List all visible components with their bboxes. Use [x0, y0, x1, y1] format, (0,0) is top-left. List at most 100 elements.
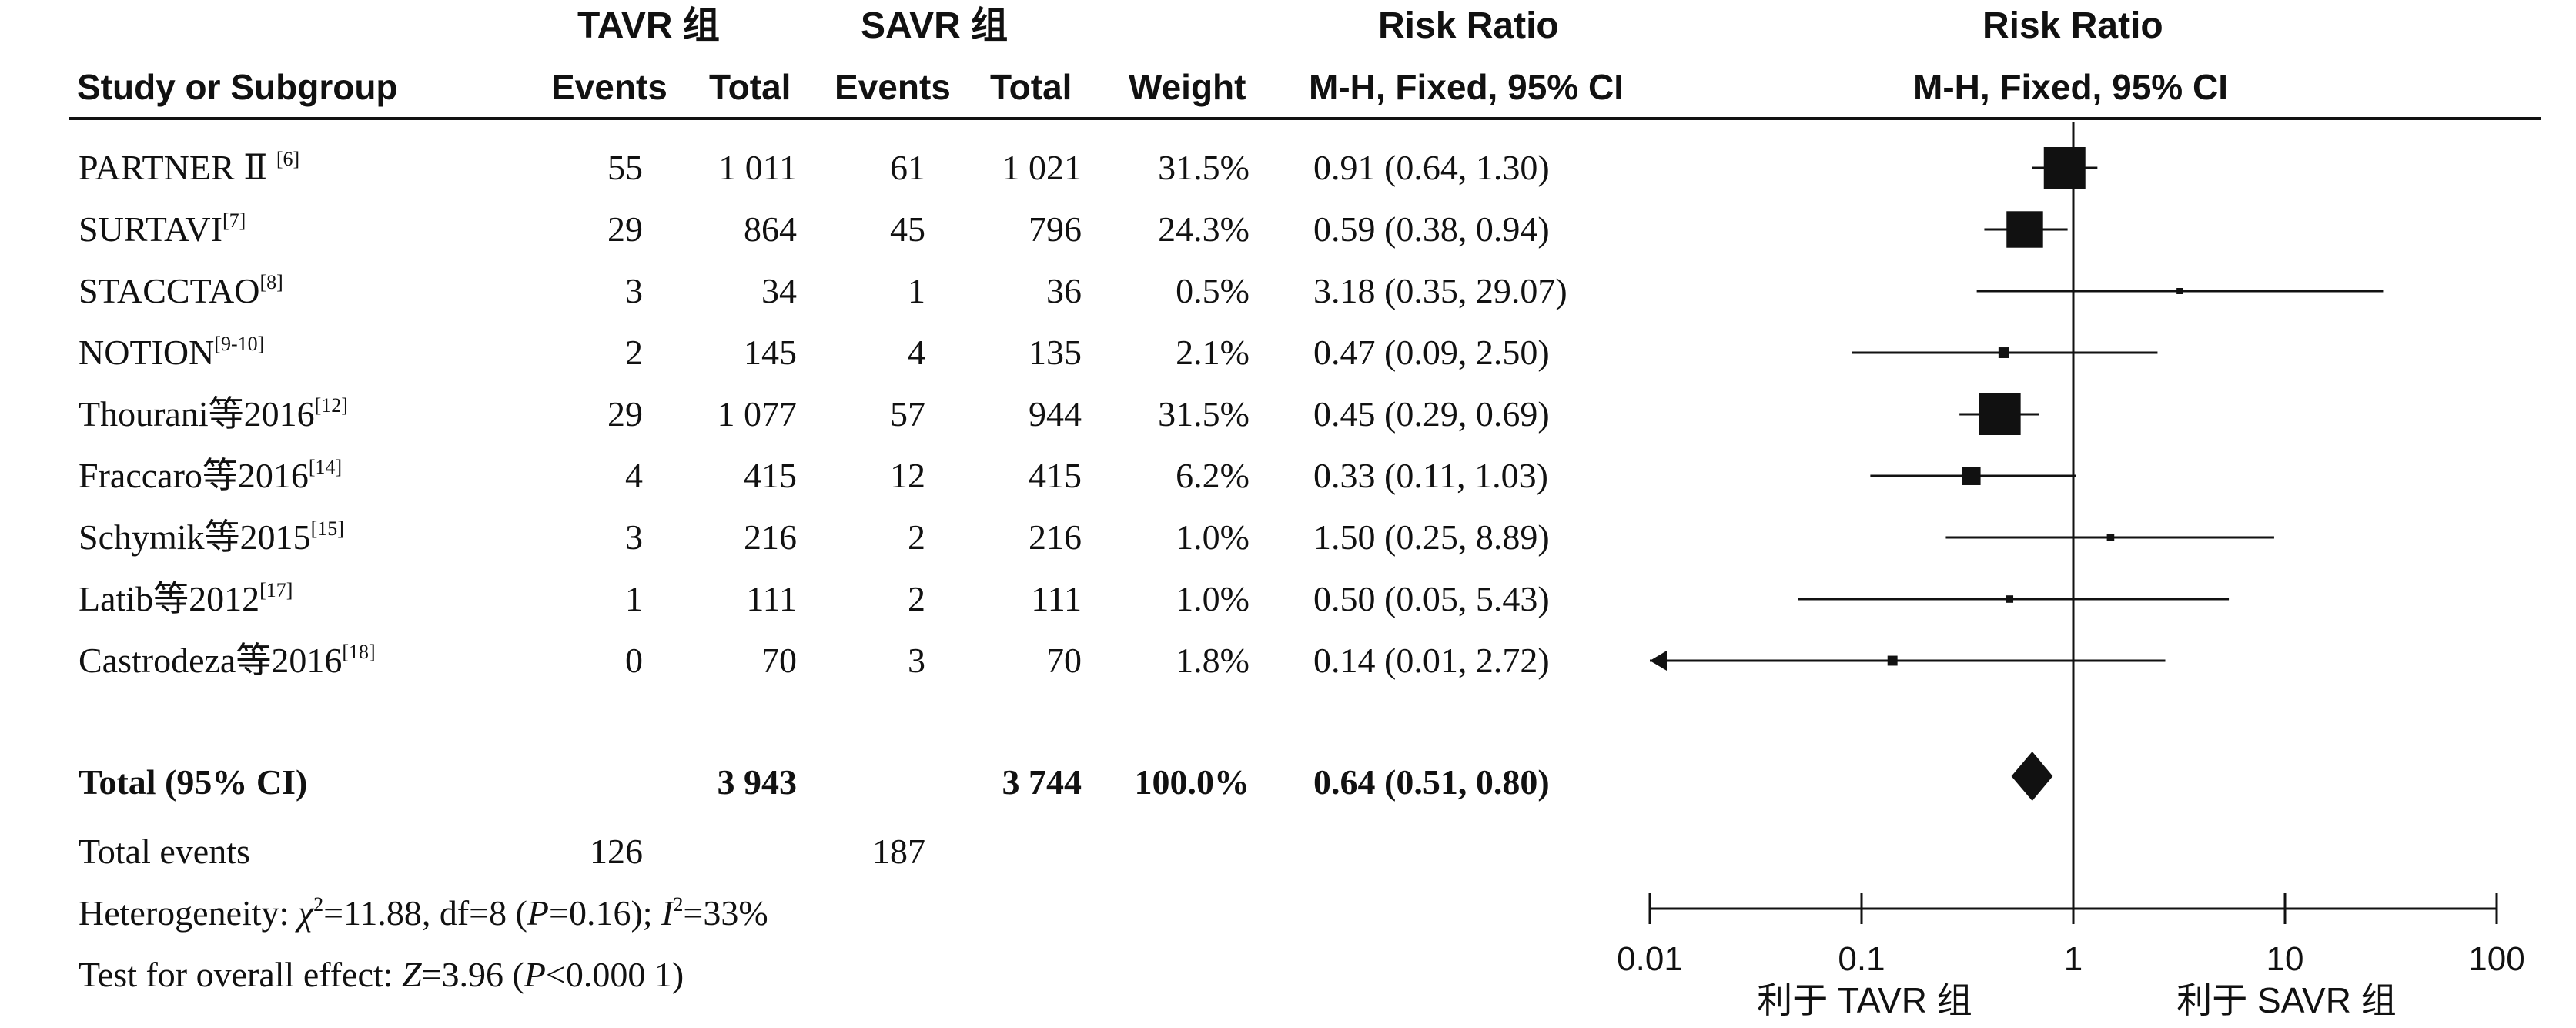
x-tick-label: 100: [2468, 940, 2524, 978]
study-name: Fraccaro等2016[14]: [79, 456, 343, 495]
tavr-total: 145: [744, 333, 797, 372]
study-ref: [7]: [222, 209, 246, 232]
column-header-tavr-events: Events: [551, 67, 667, 107]
tavr-events: 1: [625, 579, 643, 618]
tavr-total: 216: [744, 517, 797, 557]
heterogeneity-prefix: Heterogeneity:: [79, 893, 298, 933]
total-weight: 100.0%: [1134, 762, 1250, 802]
study-name: Castrodeza等2016[18]: [79, 641, 376, 678]
total-risk-ratio-ci: 0.64 (0.51, 0.80): [1313, 762, 1550, 802]
tavr-events: 0: [625, 641, 643, 680]
column-header-savr-total: Total: [990, 67, 1072, 107]
weight: 1.0%: [1176, 517, 1250, 557]
risk-ratio-table-header: Risk Ratio: [1378, 5, 1559, 46]
study-name: STACCTAO[8]: [79, 273, 283, 309]
study-name: NOTION[9-10]: [79, 333, 265, 370]
tavr-total: 1 011: [718, 148, 797, 187]
p-symbol: P: [527, 893, 550, 933]
study-label: Fraccaro等2016: [79, 456, 309, 495]
total-events-savr: 187: [872, 832, 925, 871]
chi-value: =11.88, df=8 (: [323, 893, 527, 933]
tavr-events: 55: [607, 148, 643, 187]
total-events-label: Total events: [79, 832, 250, 871]
study-ref: [18]: [342, 641, 376, 663]
weight: 2.1%: [1176, 333, 1250, 372]
x-tick-label: 0.1: [1838, 940, 1885, 978]
weight: 0.5%: [1176, 271, 1250, 310]
p-value: =0.16);: [549, 893, 662, 933]
column-header-weight: Weight: [1129, 67, 1246, 107]
study-point: [2006, 595, 2014, 603]
savr-total: 216: [1029, 517, 1082, 557]
study-name: PARTNER Ⅱ [6]: [79, 149, 299, 186]
tavr-total: 864: [744, 209, 797, 249]
column-header-tavr-total: Total: [709, 67, 791, 107]
savr-total: 70: [1046, 641, 1082, 680]
study-ref: [12]: [314, 394, 348, 417]
savr-events: 3: [908, 641, 925, 680]
study-point: [1887, 655, 1898, 666]
tavr-events: 29: [607, 394, 643, 434]
study-label: Thourani等2016: [79, 394, 315, 434]
column-header-method-table: M-H, Fixed, 95% CI: [1309, 67, 1624, 107]
savr-events: 57: [890, 394, 925, 434]
savr-total: 135: [1029, 333, 1082, 372]
study-ref: [8]: [259, 271, 283, 293]
savr-events: 12: [890, 456, 925, 495]
i-value: =33%: [683, 893, 768, 933]
savr-events: 61: [890, 148, 925, 187]
header-rule: [69, 117, 2541, 120]
ci-arrow: [1650, 651, 1667, 671]
study-ref: [9-10]: [214, 333, 265, 355]
weight: 1.0%: [1176, 579, 1250, 618]
risk-ratio-ci: 0.91 (0.64, 1.30): [1313, 148, 1550, 187]
group-header-savr: SAVR 组: [861, 5, 1009, 46]
tavr-total: 111: [746, 579, 797, 618]
study-label: Schymik等2015: [79, 517, 311, 557]
study-point: [2106, 534, 2115, 541]
heterogeneity: Heterogeneity: χ2=11.88, df=8 (P=0.16); …: [79, 893, 768, 933]
overall-prefix: Test for overall effect:: [79, 955, 402, 994]
chi-symbol: χ: [297, 893, 314, 933]
tavr-total: 415: [744, 456, 797, 495]
weight: 31.5%: [1158, 394, 1250, 434]
savr-total: 1 021: [1002, 148, 1082, 187]
risk-ratio-ci: 0.47 (0.09, 2.50): [1313, 333, 1550, 372]
study-point: [1998, 347, 2009, 358]
risk-ratio-plot-header: Risk Ratio: [1982, 5, 2163, 46]
overall-p-symbol: P: [524, 955, 546, 994]
risk-ratio-ci: 3.18 (0.35, 29.07): [1313, 271, 1567, 310]
study-ref: [17]: [259, 579, 293, 601]
tavr-events: 4: [625, 456, 643, 495]
study-name: Latib等2012[17]: [79, 581, 293, 617]
savr-events: 1: [908, 271, 925, 310]
savr-total: 944: [1029, 394, 1082, 434]
study-name: SURTAVI[7]: [79, 209, 246, 249]
study-label: SURTAVI: [79, 209, 222, 249]
x-tick-label: 0.01: [1617, 940, 1683, 978]
weight: 24.3%: [1158, 209, 1250, 249]
savr-total: 111: [1031, 579, 1082, 618]
tavr-total: 1 077: [717, 394, 798, 434]
study-point: [1962, 467, 1981, 485]
total-tavr: 3 943: [717, 762, 798, 802]
study-point: [2176, 288, 2183, 294]
savr-events: 45: [890, 209, 925, 249]
x-tick-label: 1: [2064, 940, 2083, 978]
column-header-study: Study or Subgroup: [77, 67, 398, 107]
favours-savr-label: 利于 SAVR 组: [2176, 980, 2396, 1020]
savr-total: 36: [1046, 271, 1082, 310]
study-name: Thourani等2016[12]: [79, 394, 348, 434]
favours-tavr-label: 利于 TAVR 组: [1757, 980, 1972, 1020]
column-header-method-plot: M-H, Fixed, 95% CI: [1913, 67, 2228, 107]
study-point: [2006, 211, 2043, 248]
savr-events: 2: [908, 579, 925, 618]
study-ref: [15]: [310, 517, 344, 540]
total-events-tavr: 126: [590, 832, 643, 871]
overall-effect: Test for overall effect: Z=3.96 (P<0.000…: [79, 957, 684, 993]
study-ref: [14]: [308, 456, 343, 478]
group-header-tavr: TAVR 组: [577, 5, 720, 46]
column-header-savr-events: Events: [835, 67, 951, 107]
weight: 1.8%: [1176, 641, 1250, 680]
savr-events: 2: [908, 517, 925, 557]
